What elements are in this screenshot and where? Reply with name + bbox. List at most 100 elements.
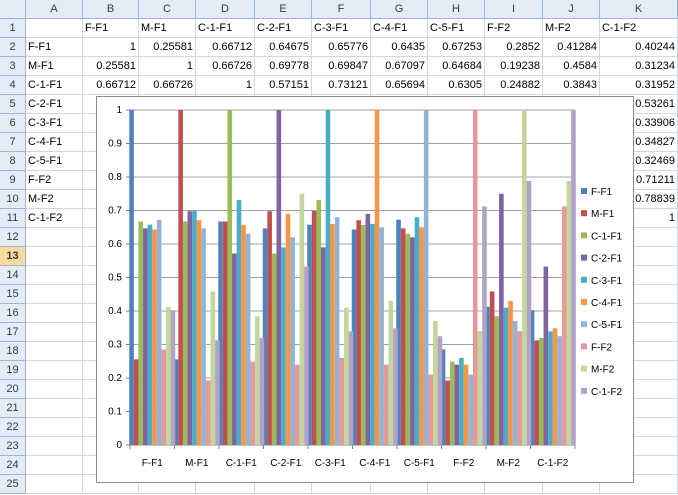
bar-m-f1-c-5-f1[interactable] (400, 228, 406, 445)
cell-a16[interactable] (26, 304, 83, 323)
bar-f-f1-m-f1[interactable] (173, 359, 179, 445)
bar-f-f1-c-2-f1[interactable] (262, 228, 268, 445)
cell-a7[interactable]: C-4-F1 (26, 133, 83, 152)
bar-m-f2-c-3-f1[interactable] (344, 307, 349, 445)
legend-label[interactable]: C-1-F2 (591, 387, 623, 398)
bar-f-f1-c-1-f2[interactable] (529, 310, 535, 445)
bar-c-1-f2-c-3-f1[interactable] (348, 331, 354, 445)
column-header-f[interactable]: F (312, 0, 371, 19)
cell-g25[interactable] (371, 475, 428, 494)
bar-c-4-f1-c-1-f1[interactable] (241, 224, 246, 445)
bar-c-1-f2-f-f2[interactable] (482, 206, 487, 445)
cell-k4[interactable]: 0.31952 (600, 76, 678, 95)
bar-c-5-f1-m-f2[interactable] (512, 321, 518, 445)
cell-a6[interactable]: C-3-F1 (26, 114, 83, 133)
bar-m-f1-c-2-f1[interactable] (267, 211, 272, 445)
legend-label[interactable]: F-F2 (591, 342, 613, 353)
legend-label[interactable]: F-F1 (591, 187, 613, 198)
row-header-1[interactable]: 1 (0, 19, 26, 38)
row-header-9[interactable]: 9 (0, 171, 26, 190)
cell-a2[interactable]: F-F1 (26, 38, 83, 57)
bar-f-f1-c-4-f1[interactable] (351, 229, 357, 445)
row-header-18[interactable]: 18 (0, 342, 26, 361)
cell-k3[interactable]: 0.31234 (600, 57, 678, 76)
bar-c-5-f1-f-f1[interactable] (156, 219, 162, 445)
cell-d2[interactable]: 0.66712 (196, 38, 255, 57)
cell-j2[interactable]: 0.41284 (543, 38, 600, 57)
cell-a11[interactable]: C-1-F2 (26, 209, 83, 228)
bar-c-5-f1-c-3-f1[interactable] (334, 217, 340, 445)
bar-m-f1-c-1-f2[interactable] (534, 340, 539, 445)
bar-c-1-f2-c-1-f1[interactable] (259, 337, 265, 445)
column-header-a[interactable]: A (26, 0, 83, 19)
bar-f-f2-c-2-f1[interactable] (294, 364, 300, 445)
select-all-corner[interactable] (0, 0, 26, 19)
cell-h1[interactable]: C-5-F1 (428, 19, 485, 38)
legend-label[interactable]: C-3-F1 (591, 276, 623, 287)
bar-c-2-f1-c-2-f1[interactable] (276, 110, 282, 445)
cell-j25[interactable] (543, 475, 600, 494)
cell-c1[interactable]: M-F1 (139, 19, 196, 38)
bar-m-f2-f-f2[interactable] (477, 331, 483, 445)
bar-f-f2-c-1-f1[interactable] (250, 361, 256, 445)
bar-c-4-f1-f-f2[interactable] (463, 364, 469, 445)
bar-m-f2-c-1-f2[interactable] (566, 180, 572, 445)
cell-f25[interactable] (312, 475, 371, 494)
legend-swatch[interactable] (581, 188, 587, 194)
bar-c-4-f1-f-f1[interactable] (152, 229, 157, 445)
legend-swatch[interactable] (581, 321, 587, 328)
bar-c-1-f1-c-1-f2[interactable] (538, 337, 544, 445)
row-header-4[interactable]: 4 (0, 76, 26, 95)
row-header-15[interactable]: 15 (0, 285, 26, 304)
column-header-h[interactable]: H (428, 0, 485, 19)
bar-c-1-f2-c-1-f2[interactable] (571, 110, 576, 445)
cell-e1[interactable]: C-2-F1 (255, 19, 312, 38)
bar-m-f2-c-1-f1[interactable] (255, 316, 260, 445)
bar-c-2-f1-c-3-f1[interactable] (321, 247, 326, 445)
bar-c-1-f1-c-4-f1[interactable] (360, 224, 366, 445)
row-header-24[interactable]: 24 (0, 456, 26, 475)
cell-a18[interactable] (26, 342, 83, 361)
bar-c-1-f2-c-5-f1[interactable] (437, 336, 443, 445)
bar-m-f1-c-3-f1[interactable] (311, 211, 317, 445)
cell-d3[interactable]: 0.66726 (196, 57, 255, 76)
row-header-21[interactable]: 21 (0, 399, 26, 418)
row-header-20[interactable]: 20 (0, 380, 26, 399)
cell-c3[interactable]: 1 (139, 57, 196, 76)
cell-i4[interactable]: 0.24882 (485, 76, 543, 95)
legend-label[interactable]: C-1-F1 (591, 231, 623, 242)
bar-c-5-f1-c-4-f1[interactable] (379, 227, 384, 445)
bar-m-f2-m-f2[interactable] (522, 110, 527, 445)
cell-a13[interactable] (26, 247, 83, 266)
bar-m-f1-c-1-f1[interactable] (222, 221, 228, 445)
bar-f-f2-f-f2[interactable] (472, 110, 478, 445)
bar-c-5-f1-c-1-f2[interactable] (557, 336, 562, 445)
cell-g2[interactable]: 0.6435 (371, 38, 428, 57)
column-header-b[interactable]: B (83, 0, 139, 19)
cell-k2[interactable]: 0.40244 (600, 38, 678, 57)
cell-b1[interactable]: F-F1 (83, 19, 139, 38)
bar-c-2-f1-f-f1[interactable] (143, 228, 148, 445)
legend-swatch[interactable] (581, 343, 587, 350)
row-header-12[interactable]: 12 (0, 228, 26, 247)
row-header-11[interactable]: 11 (0, 209, 26, 228)
cell-a14[interactable] (26, 266, 83, 285)
bar-c-1-f1-m-f1[interactable] (182, 221, 188, 445)
cell-i25[interactable] (485, 475, 543, 494)
bar-m-f2-c-4-f1[interactable] (388, 300, 394, 445)
row-header-22[interactable]: 22 (0, 418, 26, 437)
legend-label[interactable]: M-F2 (591, 365, 615, 376)
cell-d1[interactable]: C-1-F1 (196, 19, 255, 38)
cell-e3[interactable]: 0.69778 (255, 57, 312, 76)
bar-m-f2-f-f1[interactable] (166, 306, 171, 445)
cell-c25[interactable] (139, 475, 196, 494)
legend-label[interactable]: M-F1 (591, 209, 615, 220)
bar-f-f2-c-3-f1[interactable] (339, 357, 345, 445)
column-header-c[interactable]: C (139, 0, 196, 19)
bar-f-f2-c-1-f2[interactable] (561, 206, 567, 445)
cell-f2[interactable]: 0.65776 (312, 38, 371, 57)
bar-f-f1-c-5-f1[interactable] (396, 219, 401, 445)
cell-a19[interactable] (26, 361, 83, 380)
bar-c-2-f1-c-1-f2[interactable] (543, 266, 549, 445)
cell-a17[interactable] (26, 323, 83, 342)
